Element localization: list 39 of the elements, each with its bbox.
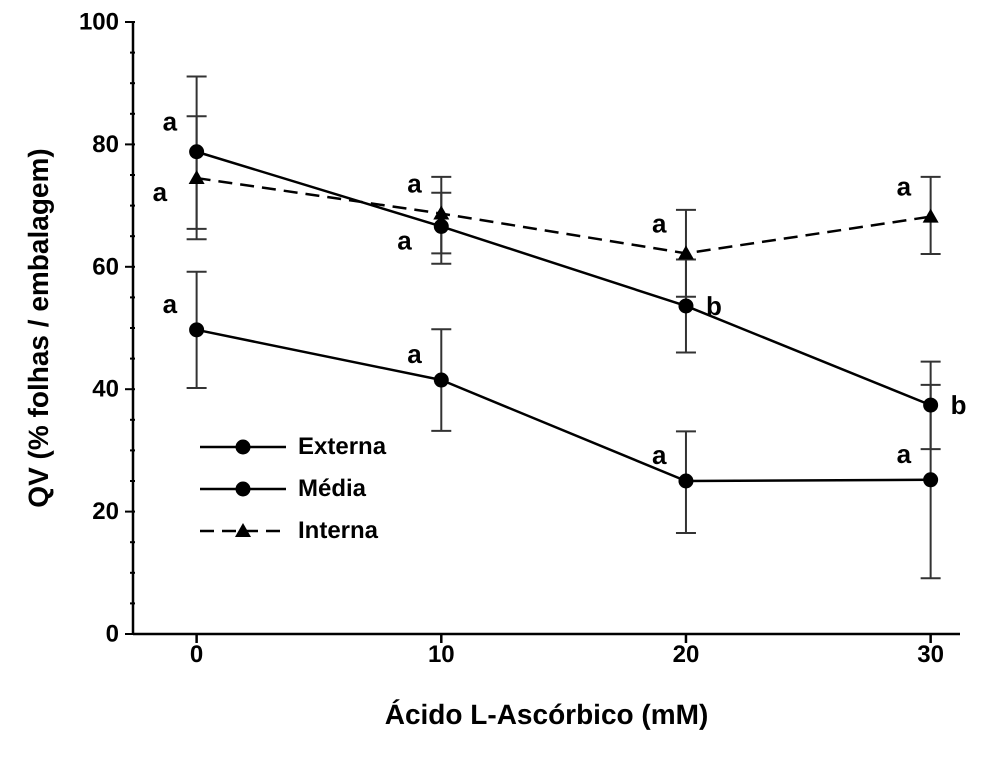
legend-label: Externa <box>298 433 386 461</box>
annotation: b <box>950 390 967 420</box>
point <box>433 206 450 220</box>
x-axis-title: Ácido L-Ascórbico (mM) <box>384 699 708 730</box>
point <box>678 474 694 488</box>
annotation: b <box>706 290 722 321</box>
point <box>188 170 205 184</box>
y-tick-label: 20 <box>92 498 119 526</box>
point <box>434 218 449 234</box>
y-axis-title: QV (% folhas / embalagem) <box>22 148 54 508</box>
y-tick-label: 60 <box>92 253 119 280</box>
x-tick-label: 30 <box>917 641 944 668</box>
point <box>923 398 938 413</box>
annotation: a <box>652 208 667 238</box>
point <box>678 245 694 260</box>
x-tick-label: 0 <box>190 641 204 668</box>
annotation: a <box>652 440 667 470</box>
y-tick-label: 40 <box>92 376 119 403</box>
point <box>189 144 204 160</box>
x-tick-label: 20 <box>672 641 700 668</box>
y-tick-label: 80 <box>92 130 119 158</box>
annotation: a <box>152 177 168 208</box>
annotation: a <box>397 225 412 256</box>
point <box>923 472 938 488</box>
annotation: a <box>162 106 178 137</box>
point <box>434 372 449 388</box>
y-tick-label: 100 <box>78 8 119 36</box>
legend-label: Interna <box>298 517 378 545</box>
y-tick-label: 0 <box>106 620 119 648</box>
legend-label: Média <box>298 475 366 503</box>
annotation: a <box>896 438 912 469</box>
annotation: a <box>407 339 422 370</box>
annotation: a <box>896 172 912 202</box>
point <box>189 322 204 338</box>
point <box>922 208 939 223</box>
annotation: a <box>407 168 422 199</box>
x-tick-label: 10 <box>428 641 455 668</box>
annotation: a <box>162 288 178 319</box>
point <box>678 298 694 314</box>
